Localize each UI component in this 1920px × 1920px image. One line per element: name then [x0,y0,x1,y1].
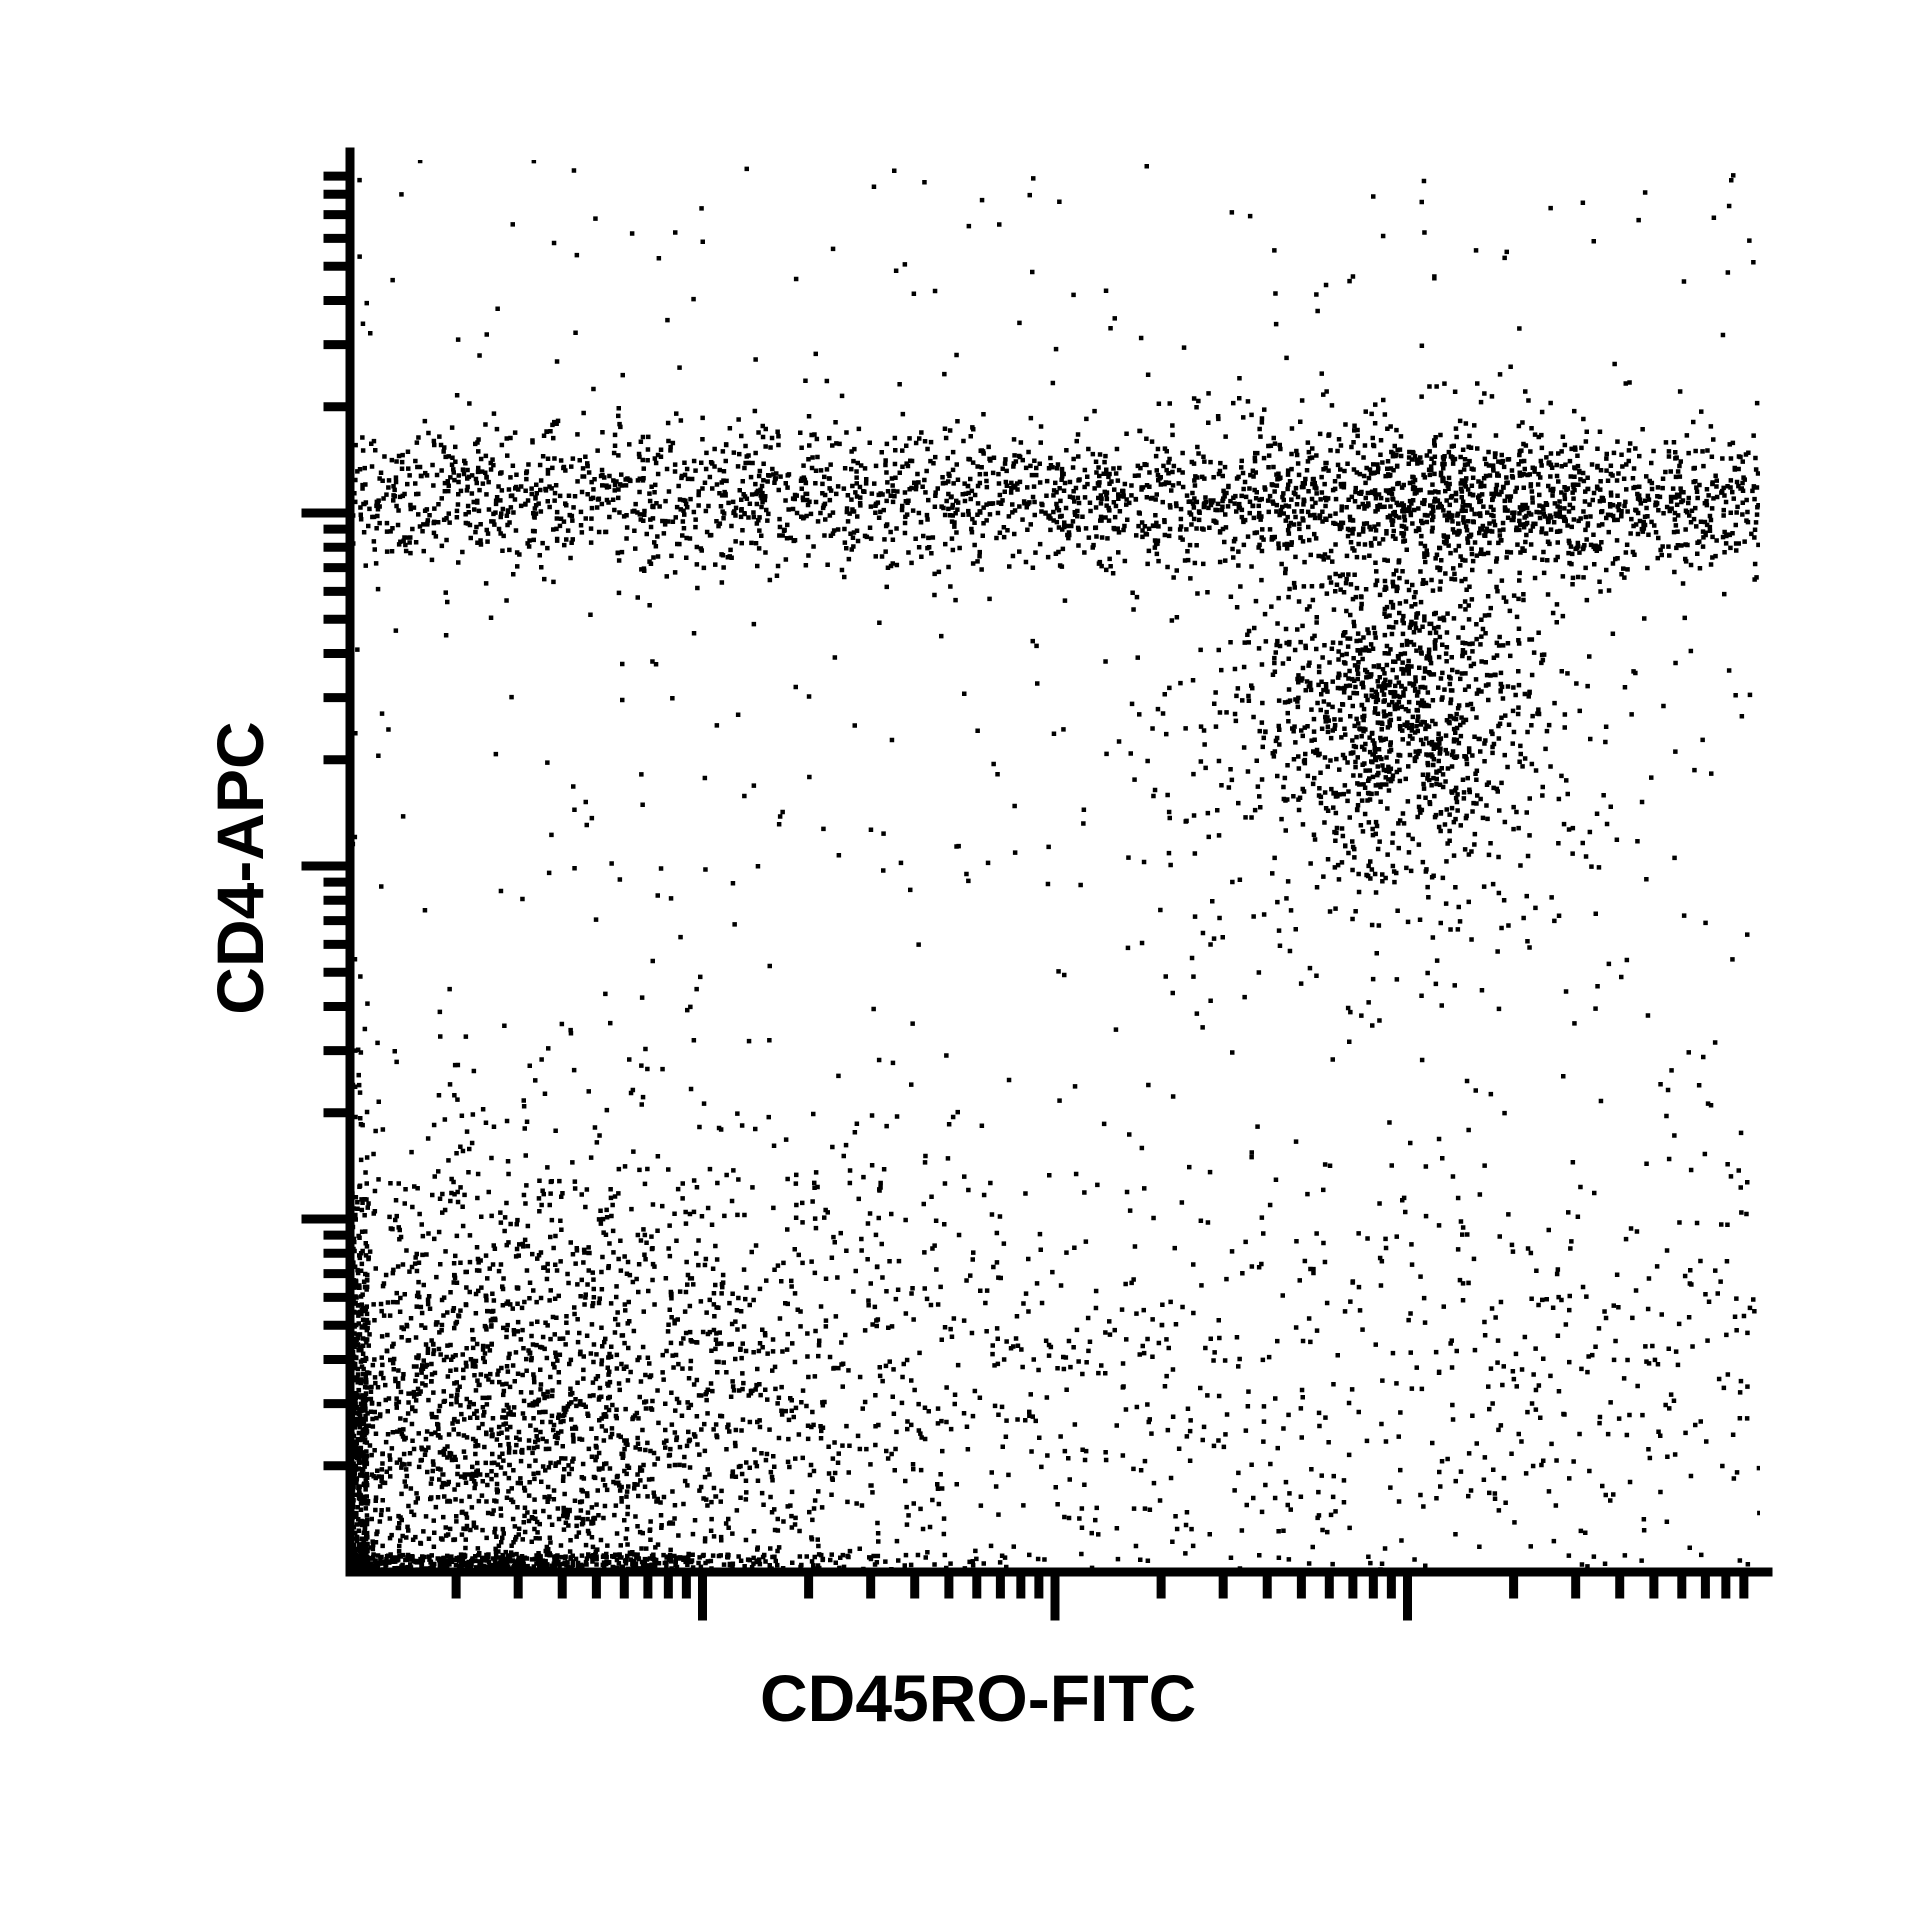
scatter-plot-svg [0,0,1920,1920]
flow-cytometry-dot-plot: CD45RO-FITC CD4-APC [0,0,1920,1920]
y-axis-label: CD4-APC [202,668,278,1068]
x-axis-label: CD45RO-FITC [760,1660,1196,1736]
